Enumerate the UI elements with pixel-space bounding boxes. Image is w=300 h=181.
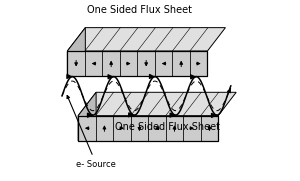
Polygon shape — [96, 116, 113, 141]
Polygon shape — [68, 28, 225, 51]
Polygon shape — [183, 116, 201, 141]
Polygon shape — [85, 51, 102, 76]
Polygon shape — [68, 28, 85, 76]
Polygon shape — [137, 51, 155, 76]
Polygon shape — [78, 92, 96, 141]
Polygon shape — [172, 51, 190, 76]
Polygon shape — [68, 51, 85, 76]
Text: e- Source: e- Source — [67, 96, 116, 169]
Polygon shape — [120, 51, 137, 76]
Polygon shape — [113, 116, 131, 141]
Polygon shape — [78, 116, 96, 141]
Text: One Sided Flux Sheet: One Sided Flux Sheet — [116, 122, 220, 132]
Text: One Sided Flux Sheet: One Sided Flux Sheet — [87, 5, 192, 15]
Polygon shape — [201, 116, 218, 141]
Polygon shape — [155, 51, 172, 76]
Polygon shape — [166, 116, 183, 141]
Polygon shape — [102, 51, 120, 76]
Polygon shape — [148, 116, 166, 141]
Polygon shape — [131, 116, 148, 141]
Polygon shape — [78, 92, 236, 116]
Polygon shape — [190, 51, 208, 76]
